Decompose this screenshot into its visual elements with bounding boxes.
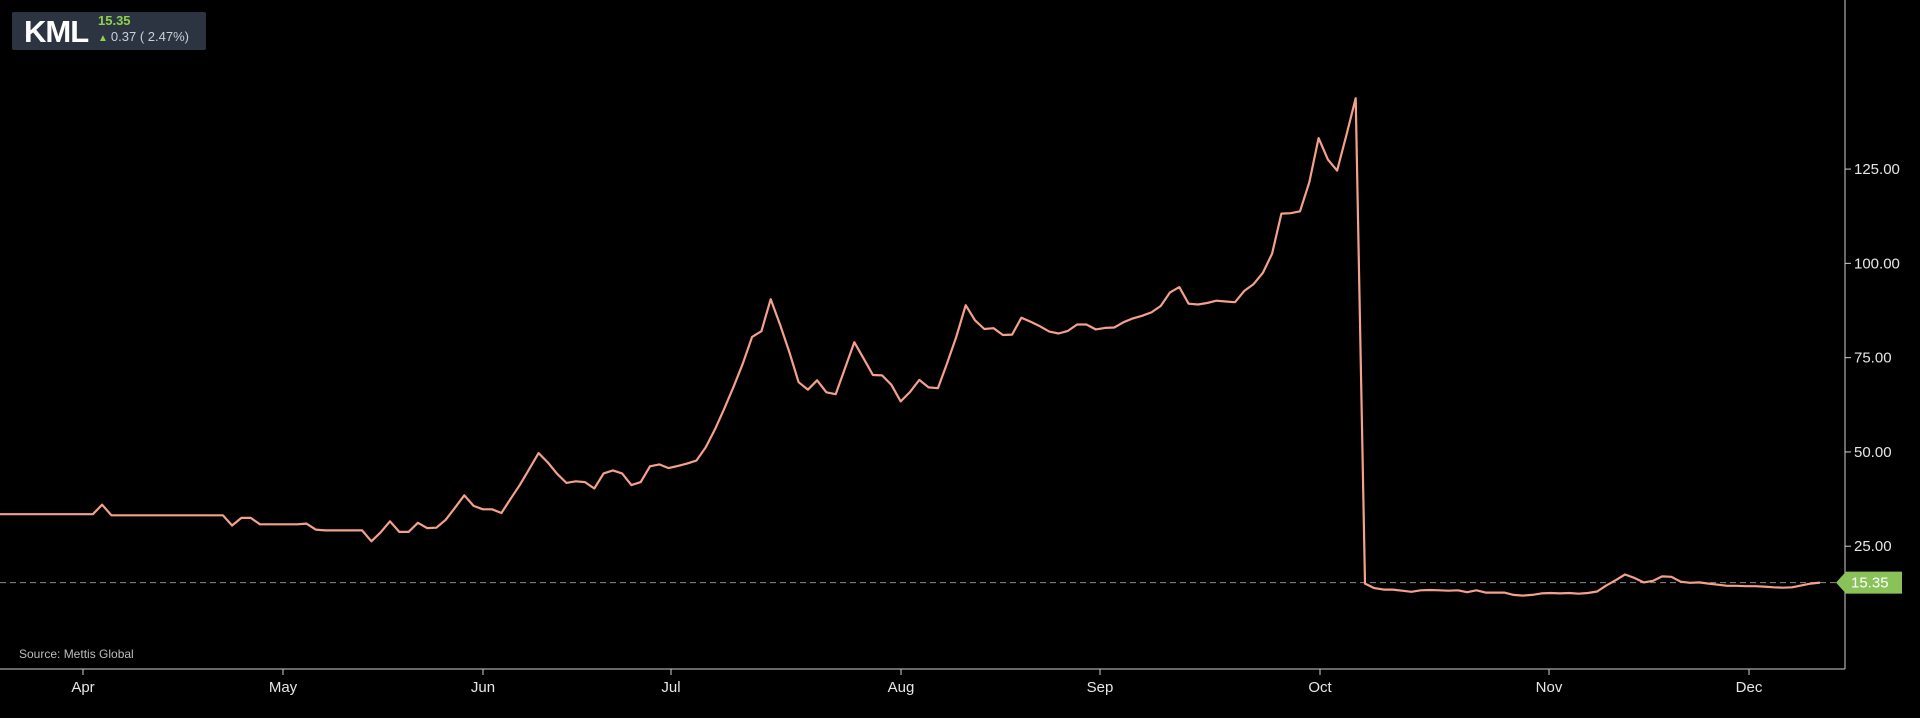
y-tick-label: 75.00 (1854, 350, 1892, 367)
x-tick-label: Sep (1087, 679, 1114, 696)
x-tick-label: Oct (1308, 679, 1332, 696)
x-tick-label: Nov (1536, 679, 1563, 696)
x-tick-label: Apr (71, 679, 94, 696)
current-price-label: 15.35 (1851, 575, 1889, 592)
current-price-badge: 15.35 (1836, 571, 1902, 594)
y-tick-label: 125.00 (1854, 161, 1900, 178)
source-note: Source: Mettis Global (19, 647, 134, 661)
ticker-change-row: ▲ 0.37 ( 2.47%) (98, 29, 189, 44)
x-tick-label: Jul (661, 679, 680, 696)
x-axis-ticks: Apr May Jun Jul Aug Sep Oct Nov Dec (71, 669, 1763, 696)
y-tick-label: 25.00 (1854, 538, 1892, 555)
current-price-badge-shape (1836, 571, 1902, 594)
y-axis-ticks: 25.00 50.00 75.00 100.00 125.00 (1845, 161, 1900, 555)
up-arrow-icon: ▲ (98, 33, 108, 44)
ticker-symbol: KML (24, 14, 89, 49)
price-series-line (0, 97, 1821, 597)
x-tick-label: Dec (1736, 679, 1763, 696)
y-tick-label: 100.00 (1854, 255, 1900, 272)
ticker-summary-box: KML 15.35 ▲ 0.37 ( 2.47%) (12, 12, 206, 50)
x-tick-label: May (269, 679, 298, 696)
x-tick-label: Jun (471, 679, 495, 696)
ticker-change: 0.37 ( 2.47%) (110, 29, 189, 44)
ticker-price: 15.35 (98, 13, 131, 28)
y-tick-label: 50.00 (1854, 444, 1892, 461)
x-tick-label: Aug (888, 679, 915, 696)
